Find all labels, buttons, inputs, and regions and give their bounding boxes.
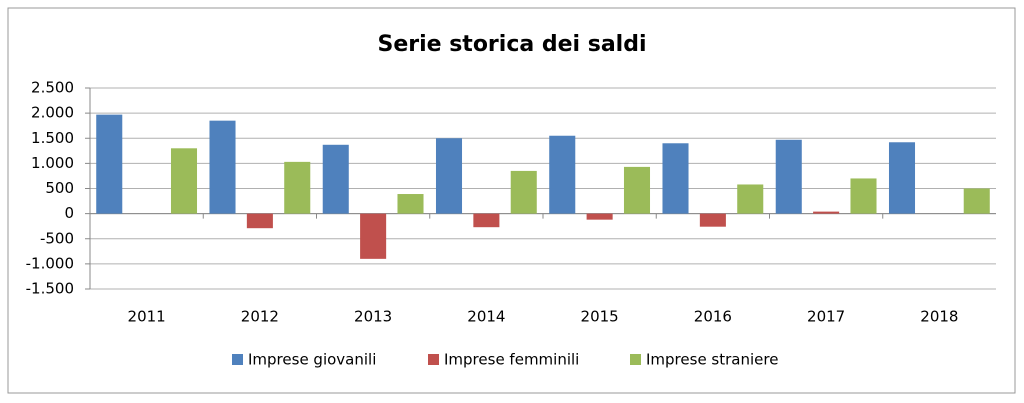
- bar: [963, 188, 990, 214]
- x-tick-label: 2016: [694, 308, 732, 326]
- y-tick-label: 500: [45, 179, 74, 197]
- x-tick-label: 2011: [128, 308, 166, 326]
- bar: [888, 142, 916, 214]
- chart-title: Serie storica dei saldi: [377, 32, 646, 57]
- y-tick-label: 1.000: [31, 154, 74, 172]
- bar: [96, 114, 123, 214]
- bar: [850, 178, 877, 214]
- y-tick-label: 2.000: [31, 104, 74, 122]
- x-tick-label: 2018: [920, 308, 958, 326]
- bar: [623, 166, 651, 214]
- bar: [662, 143, 689, 214]
- legend-swatch: [630, 354, 641, 365]
- legend-swatch: [232, 354, 243, 365]
- x-tick-label: 2014: [467, 308, 505, 326]
- bar: [209, 120, 236, 214]
- bar: [246, 213, 273, 229]
- bar: [737, 184, 764, 214]
- x-tick-label: 2015: [581, 308, 619, 326]
- bar: [586, 213, 613, 220]
- x-tick-label: 2013: [354, 308, 392, 326]
- bar: [360, 213, 387, 259]
- legend-label: Imprese giovanili: [248, 351, 376, 369]
- bar: [473, 213, 500, 228]
- y-tick-label: 2.500: [31, 79, 74, 97]
- y-tick-label: -500: [40, 229, 74, 247]
- bar: [322, 144, 349, 214]
- bar: [510, 170, 537, 214]
- bar: [435, 138, 463, 214]
- y-tick-label: 1.500: [31, 129, 74, 147]
- legend-swatch: [428, 354, 439, 365]
- legend-label: Imprese femminili: [444, 351, 579, 369]
- bar: [284, 161, 311, 214]
- bar: [170, 148, 198, 214]
- bar: [775, 139, 802, 214]
- bar: [549, 135, 576, 214]
- y-tick-label: 0: [64, 204, 74, 222]
- bar: [699, 213, 726, 227]
- bar: [813, 211, 840, 214]
- legend-label: Imprese straniere: [646, 351, 778, 369]
- y-tick-label: -1.500: [26, 280, 74, 298]
- bar: [397, 194, 424, 214]
- x-tick-label: 2017: [807, 308, 845, 326]
- y-tick-label: -1.000: [26, 254, 74, 272]
- x-tick-label: 2012: [241, 308, 279, 326]
